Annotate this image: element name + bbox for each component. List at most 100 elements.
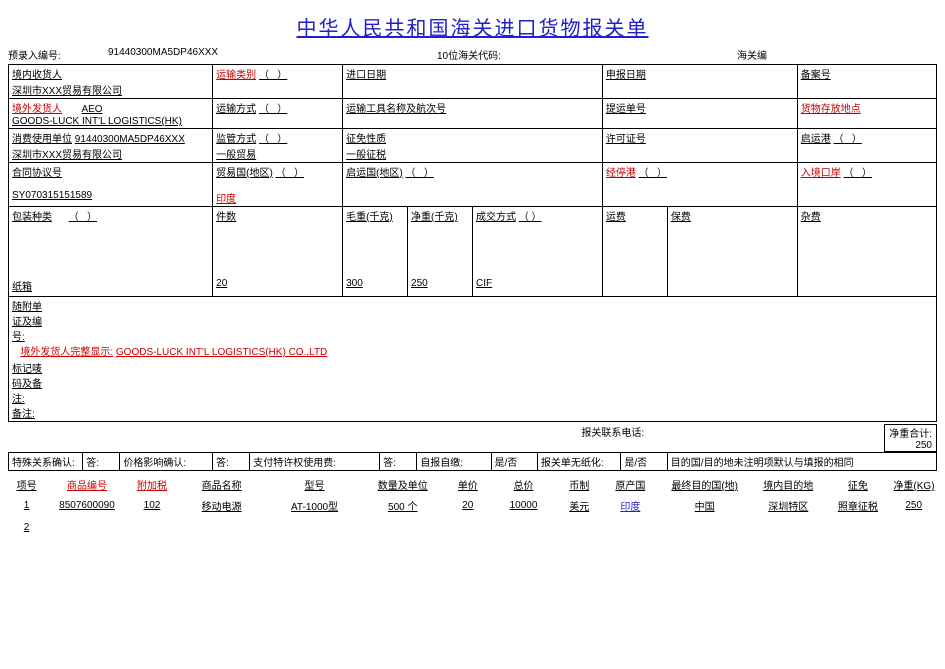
h-item-unit-price: 单价 xyxy=(445,475,491,494)
lbl-vehicle-voyage: 运输工具名称及航次号 xyxy=(346,104,446,115)
val-supervision-mode: 一般贸易 xyxy=(216,146,339,161)
h-item-total: 总价 xyxy=(491,475,556,494)
lbl-trade-country: 贸易国(地区) xyxy=(216,168,273,179)
val-gross-weight: 300 xyxy=(346,278,363,289)
item-unit-price: 20 xyxy=(445,494,491,516)
cell-transport-class: 运输类别 （ ） xyxy=(213,65,343,99)
ans-royalty: 答: xyxy=(380,453,417,471)
ans-paperless: 是/否 xyxy=(621,453,667,471)
cell-tax-nature: 征免性质 一般征税 xyxy=(343,129,603,163)
lbl-transit-port: 经停港 xyxy=(606,168,636,179)
cell-consignee: 境内收货人 深圳市XXX贸易有限公司 xyxy=(9,65,213,99)
paren-transit-port: （ ） xyxy=(639,168,667,179)
cell-supervision-mode: 监管方式 （ ） 一般贸易 xyxy=(213,129,343,163)
aeo-label: AEO xyxy=(81,104,102,115)
item-dest-country xyxy=(658,516,751,538)
lbl-license-no: 许可证号 xyxy=(606,134,646,145)
lbl-attach-3: 号: xyxy=(12,332,25,343)
paren-supervision-mode: （ ） xyxy=(259,134,287,145)
paren-trade-country: （ ） xyxy=(276,168,304,179)
cell-entry-port: 入境口岸 （ ） xyxy=(797,163,936,207)
lbl-end-user: 消费使用单位 xyxy=(12,134,72,145)
val-contract-no: SY070315151589 xyxy=(12,190,92,201)
lbl-attach-2: 证及编 xyxy=(12,317,42,328)
item-origin xyxy=(602,516,658,538)
lbl-departure-port: 启运港 xyxy=(801,134,831,145)
item-addtax xyxy=(129,516,175,538)
h-item-addtax: 附加税 xyxy=(129,475,175,494)
lbl-tax-nature: 征免性质 xyxy=(346,134,386,145)
val-trade-terms: CIF xyxy=(476,278,492,289)
item-dest-country: 中国 xyxy=(658,494,751,516)
cell-declare-date: 申报日期 xyxy=(602,65,797,99)
lbl-self-declare: 自报自缴: xyxy=(417,453,491,471)
item-row: 2 xyxy=(8,516,937,538)
lbl-net-weight: 净重(千克) xyxy=(411,212,458,223)
h-item-origin: 原产国 xyxy=(602,475,658,494)
lbl-freight: 运费 xyxy=(606,212,626,223)
prereg-value: 91440300MA5DP46XXX xyxy=(108,47,437,62)
paren-origin-country: （ ） xyxy=(406,168,434,179)
prereg-label: 预录入编号: xyxy=(8,47,108,62)
lbl-storage-location: 货物存放地点 xyxy=(801,104,861,115)
lbl-consignee: 境内收货人 xyxy=(12,70,62,81)
ans-self-declare: 是/否 xyxy=(491,453,537,471)
h-item-currency: 币制 xyxy=(556,475,602,494)
contact-row: 报关联系电话: 净重合计: 250 xyxy=(8,424,937,452)
lbl-special-rel: 特殊关系确认: xyxy=(9,453,83,471)
item-model xyxy=(268,516,361,538)
items-table: 项号 商品编号 附加税 商品名称 型号 数量及单位 单价 总价 币制 原产国 最… xyxy=(8,475,937,538)
item-currency xyxy=(556,516,602,538)
item-addtax: 102 xyxy=(129,494,175,516)
net-weight-total-box: 净重合计: 250 xyxy=(884,424,937,452)
cell-transit-port: 经停港 （ ） xyxy=(602,163,797,207)
ans-special-rel: 答: xyxy=(83,453,120,471)
paren-departure-port: （ ） xyxy=(834,134,862,145)
cell-filing-no: 备案号 xyxy=(797,65,936,99)
item-origin: 印度 xyxy=(602,494,658,516)
lbl-filing-no: 备案号 xyxy=(801,70,831,81)
paren-transport-class: （ ） xyxy=(259,70,287,81)
lbl-royalty: 支付特许权使用费: xyxy=(250,453,380,471)
lbl-declare-date: 申报日期 xyxy=(606,70,646,81)
lbl-marks-1: 标记唛 xyxy=(12,364,42,375)
document-title: 中华人民共和国海关进口货物报关单 xyxy=(8,12,937,41)
cell-origin-country: 启运国(地区) （ ） xyxy=(343,163,603,207)
item-tax: 照章征税 xyxy=(825,494,890,516)
cell-marks-remarks: 标记唛 码及备 注: 备注: xyxy=(9,359,937,422)
lbl-gross-weight: 毛重(千克) xyxy=(346,212,393,223)
lbl-trade-terms: 成交方式 xyxy=(476,212,516,223)
h-item-no: 项号 xyxy=(8,475,45,494)
customs-no-label: 海关编 xyxy=(737,47,937,62)
lbl-consignor-full: 境外发货人完整显示: xyxy=(20,347,113,358)
val-net-weight-total: 250 xyxy=(889,440,932,451)
lbl-net-weight-total: 净重合计: xyxy=(889,429,932,440)
lbl-origin-country: 启运国(地区) xyxy=(346,168,403,179)
item-row: 1 8507600090 102 移动电源 AT-1000型 500 个 20 … xyxy=(8,494,937,516)
item-currency: 美元 xyxy=(556,494,602,516)
val-consignor: GOODS-LUCK INT'L LOGISTICS(HK) xyxy=(12,116,209,127)
lbl-pieces: 件数 xyxy=(216,212,236,223)
val-tax-nature: 一般征税 xyxy=(346,146,599,161)
lbl-insurance: 保费 xyxy=(671,212,691,223)
item-qty: 500 个 xyxy=(361,494,445,516)
cell-trade-terms: 成交方式 （ ） CIF xyxy=(472,207,602,297)
item-code: 8507600090 xyxy=(45,494,129,516)
cell-import-date: 进口日期 xyxy=(343,65,603,99)
paren-entry-port: （ ） xyxy=(844,168,872,179)
h-item-tax: 征免 xyxy=(825,475,890,494)
cell-pieces: 件数 20 xyxy=(213,207,343,297)
item-unit-price xyxy=(445,516,491,538)
h-item-name: 商品名称 xyxy=(175,475,268,494)
cell-insurance: 保费 xyxy=(667,207,797,297)
cell-storage-location: 货物存放地点 xyxy=(797,99,936,129)
code-end-user: 91440300MA5DP46XXX xyxy=(75,134,185,145)
lbl-remarks-spec: 备注: xyxy=(12,409,35,420)
lbl-import-date: 进口日期 xyxy=(346,70,386,81)
items-header-row: 项号 商品编号 附加税 商品名称 型号 数量及单位 单价 总价 币制 原产国 最… xyxy=(8,475,937,494)
h-item-model: 型号 xyxy=(268,475,361,494)
lbl-entry-port: 入境口岸 xyxy=(801,168,841,179)
item-tax xyxy=(825,516,890,538)
item-net-weight xyxy=(890,516,937,538)
subheader: 预录入编号: 91440300MA5DP46XXX 10位海关代码: 海关编 xyxy=(8,47,937,62)
